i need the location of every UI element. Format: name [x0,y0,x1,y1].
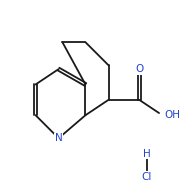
Text: Cl: Cl [142,172,152,182]
Text: OH: OH [164,110,180,120]
Text: H: H [143,149,151,159]
Text: O: O [135,64,143,74]
Text: N: N [55,133,62,143]
